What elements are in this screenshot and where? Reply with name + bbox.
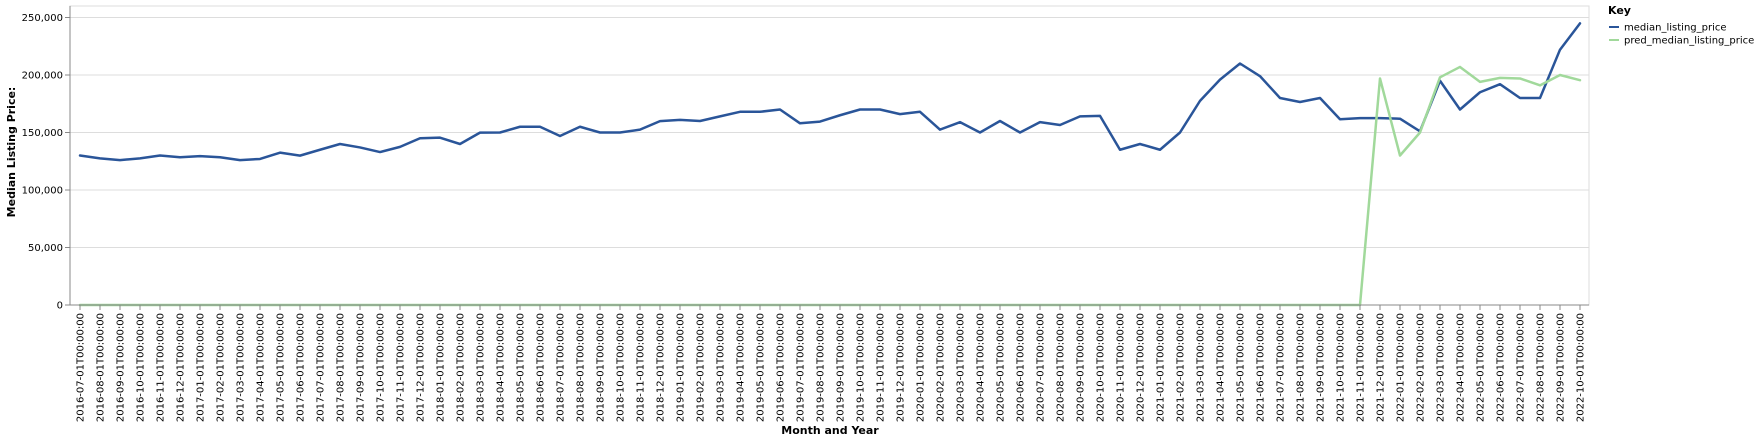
y-tick-label: 150,000 <box>22 128 63 139</box>
x-tick-label: 2019-11-01T00:00:00 <box>876 313 887 422</box>
x-tick-label: 2021-03-01T00:00:00 <box>1196 313 1207 422</box>
x-tick-label: 2021-04-01T00:00:00 <box>1216 313 1227 422</box>
x-tick-label: 2018-05-01T00:00:00 <box>516 313 527 422</box>
series-lines <box>78 22 1582 307</box>
x-tick-label: 2017-07-01T00:00:00 <box>316 313 327 422</box>
y-tick-label: 0 <box>57 301 63 312</box>
x-tick-label: 2021-01-01T00:00:00 <box>1156 313 1167 422</box>
x-tick-label: 2017-06-01T00:00:00 <box>296 313 307 422</box>
x-tick-label: 2017-10-01T00:00:00 <box>376 313 387 422</box>
x-tick-label: 2019-06-01T00:00:00 <box>776 313 787 422</box>
x-tick-label: 2016-09-01T00:00:00 <box>116 313 127 422</box>
x-tick-label: 2017-03-01T00:00:00 <box>236 313 247 422</box>
x-tick-label: 2022-05-01T00:00:00 <box>1476 313 1487 422</box>
x-tick-label: 2016-08-01T00:00:00 <box>96 313 107 422</box>
x-tick-label: 2020-09-01T00:00:00 <box>1076 313 1087 422</box>
legend-title: Key <box>1608 4 1631 17</box>
x-tick-label: 2019-08-01T00:00:00 <box>816 313 827 422</box>
x-tick-label: 2022-02-01T00:00:00 <box>1416 313 1427 422</box>
x-tick-label: 2019-10-01T00:00:00 <box>856 313 867 422</box>
x-tick-label: 2021-10-01T00:00:00 <box>1336 313 1347 422</box>
x-tick-label: 2020-05-01T00:00:00 <box>996 313 1007 422</box>
x-tick-label: 2021-07-01T00:00:00 <box>1276 313 1287 422</box>
x-tick-label: 2017-05-01T00:00:00 <box>276 313 287 422</box>
x-tick-label: 2019-04-01T00:00:00 <box>736 313 747 422</box>
x-tick-label: 2017-04-01T00:00:00 <box>256 313 267 422</box>
x-tick-label: 2021-09-01T00:00:00 <box>1316 313 1327 422</box>
x-tick-label: 2017-11-01T00:00:00 <box>396 313 407 422</box>
x-tick-label: 2016-07-01T00:00:00 <box>76 313 87 422</box>
x-tick-label: 2018-08-01T00:00:00 <box>576 313 587 422</box>
x-tick-label: 2018-09-01T00:00:00 <box>596 313 607 422</box>
x-tick-label: 2019-09-01T00:00:00 <box>836 313 847 422</box>
x-tick-label: 2022-06-01T00:00:00 <box>1496 313 1507 422</box>
x-axis: 2016-07-01T00:00:00 2016-08-01T00:00:00 20… <box>70 304 1589 422</box>
x-tick-label: 2017-08-01T00:00:00 <box>336 313 347 422</box>
x-tick-label: 2018-07-01T00:00:00 <box>556 313 567 422</box>
x-tick-label: 2017-01-01T00:00:00 <box>196 313 207 422</box>
x-tick-label: 2020-04-01T00:00:00 <box>976 313 987 422</box>
x-tick-label: 2020-06-01T00:00:00 <box>1016 313 1027 422</box>
gridlines <box>70 17 1589 248</box>
x-tick-label: 2021-06-01T00:00:00 <box>1256 313 1267 422</box>
x-tick-label: 2021-11-01T00:00:00 <box>1356 313 1367 422</box>
x-tick-label: 2021-05-01T00:00:00 <box>1236 313 1247 422</box>
x-axis-title: Month and Year <box>781 424 879 437</box>
x-tick-label: 2019-02-01T00:00:00 <box>696 313 707 422</box>
x-tick-label: 2019-01-01T00:00:00 <box>676 313 687 422</box>
x-tick-label: 2021-12-01T00:00:00 <box>1376 313 1387 422</box>
x-tick-label: 2020-08-01T00:00:00 <box>1056 313 1067 422</box>
x-tick-label: 2022-10-01T00:00:00 <box>1576 313 1587 422</box>
y-axis: 0 50,000 100,000 150,000 200,000 250,000 <box>22 6 71 312</box>
x-tick-label: 2018-12-01T00:00:00 <box>656 313 667 422</box>
y-tick-label: 100,000 <box>22 186 63 197</box>
x-tick-label: 2020-01-01T00:00:00 <box>916 313 927 422</box>
x-tick-label: 2017-12-01T00:00:00 <box>416 313 427 422</box>
x-tick-label: 2021-02-01T00:00:00 <box>1176 313 1187 422</box>
x-tick-label: 2022-04-01T00:00:00 <box>1456 313 1467 422</box>
series-line-pred-median-listing-price <box>78 65 1582 307</box>
x-tick-label: 2019-07-01T00:00:00 <box>796 313 807 422</box>
x-tick-label: 2020-12-01T00:00:00 <box>1136 313 1147 422</box>
y-tick-label: 200,000 <box>22 71 63 82</box>
x-tick-label: 2018-11-01T00:00:00 <box>636 313 647 422</box>
y-tick-label: 250,000 <box>22 13 63 24</box>
x-tick-label: 2020-07-01T00:00:00 <box>1036 313 1047 422</box>
x-tick-label: 2019-03-01T00:00:00 <box>716 313 727 422</box>
series-line-median-listing-price <box>78 22 1582 162</box>
x-tick-label: 2018-02-01T00:00:00 <box>456 313 467 422</box>
x-tick-label: 2017-02-01T00:00:00 <box>216 313 227 422</box>
x-tick-label: 2020-10-01T00:00:00 <box>1096 313 1107 422</box>
x-tick-label: 2018-10-01T00:00:00 <box>616 313 627 422</box>
x-tick-label: 2020-03-01T00:00:00 <box>956 313 967 422</box>
x-tick-label: 2016-11-01T00:00:00 <box>156 313 167 422</box>
x-tick-label: 2019-12-01T00:00:00 <box>896 313 907 422</box>
x-tick-label: 2018-06-01T00:00:00 <box>536 313 547 422</box>
x-tick-label: 2017-09-01T00:00:00 <box>356 313 367 422</box>
x-tick-label: 2022-07-01T00:00:00 <box>1516 313 1527 422</box>
legend-label: pred_median_listing_price <box>1624 36 1754 47</box>
x-tick-label: 2016-10-01T00:00:00 <box>136 313 147 422</box>
x-tick-label: 2022-08-01T00:00:00 <box>1536 313 1547 422</box>
x-tick-label: 2021-08-01T00:00:00 <box>1296 313 1307 422</box>
x-tick-label: 2020-11-01T00:00:00 <box>1116 313 1127 422</box>
legend: Key median_listing_price pred_median_list… <box>1608 4 1754 47</box>
x-tick-label: 2022-01-01T00:00:00 <box>1396 313 1407 422</box>
x-tick-label: 2019-05-01T00:00:00 <box>756 313 767 422</box>
x-tick-label: 2018-04-01T00:00:00 <box>496 313 507 422</box>
x-tick-label: 2020-02-01T00:00:00 <box>936 313 947 422</box>
x-tick-label: 2018-03-01T00:00:00 <box>476 313 487 422</box>
x-tick-label: 2016-12-01T00:00:00 <box>176 313 187 422</box>
x-tick-label: 2018-01-01T00:00:00 <box>436 313 447 422</box>
x-tick-label: 2022-03-01T00:00:00 <box>1436 313 1447 422</box>
y-axis-title: Median Listing Price: <box>5 87 18 218</box>
y-tick-label: 50,000 <box>28 243 63 254</box>
legend-label: median_listing_price <box>1624 23 1727 34</box>
x-tick-label: 2022-09-01T00:00:00 <box>1556 313 1567 422</box>
